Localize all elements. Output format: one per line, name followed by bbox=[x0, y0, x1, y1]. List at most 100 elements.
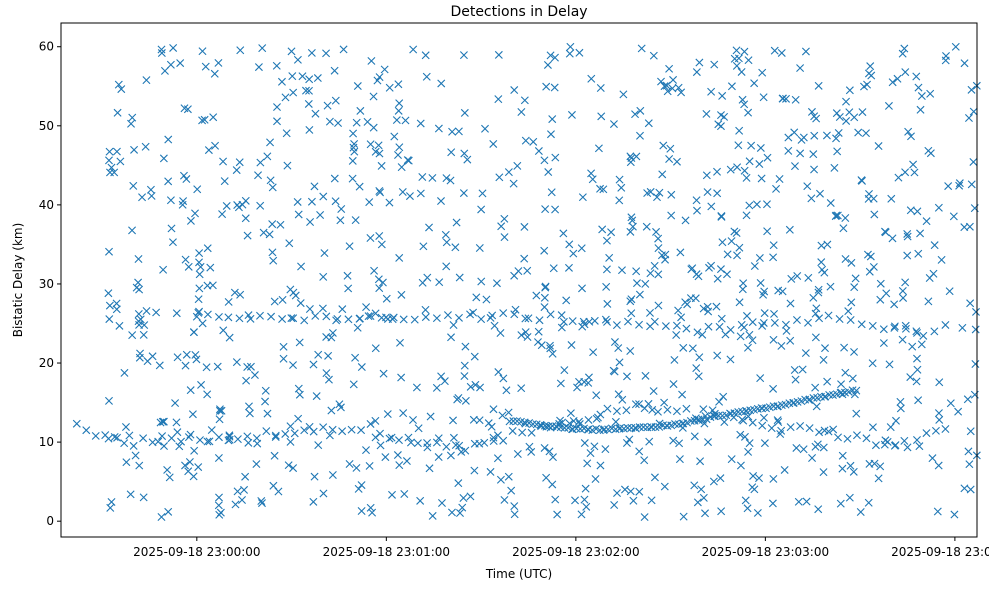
data-point bbox=[412, 383, 421, 392]
data-point bbox=[834, 128, 843, 137]
data-point bbox=[850, 347, 859, 356]
data-point bbox=[581, 484, 590, 493]
data-point bbox=[322, 312, 331, 321]
data-point bbox=[157, 49, 166, 58]
x-tick-label: 2025-09-18 23:04:00 bbox=[891, 545, 989, 559]
data-point bbox=[654, 270, 663, 279]
data-point bbox=[263, 409, 272, 418]
data-point bbox=[286, 437, 295, 446]
data-point bbox=[435, 278, 444, 287]
data-point bbox=[305, 125, 314, 134]
data-point bbox=[480, 438, 489, 447]
data-point bbox=[964, 447, 973, 456]
data-point bbox=[890, 300, 899, 309]
data-point bbox=[244, 402, 253, 411]
data-point bbox=[377, 240, 386, 249]
data-point bbox=[762, 200, 771, 209]
data-point bbox=[477, 205, 486, 214]
data-point bbox=[517, 384, 526, 393]
data-point bbox=[416, 119, 425, 128]
data-point bbox=[458, 503, 467, 512]
data-point bbox=[440, 377, 449, 386]
data-point bbox=[770, 309, 779, 318]
data-point bbox=[669, 380, 678, 389]
data-point bbox=[847, 258, 856, 267]
data-point bbox=[128, 331, 137, 340]
data-point bbox=[537, 422, 546, 431]
x-tick-label: 2025-09-18 23:02:00 bbox=[512, 545, 639, 559]
data-point bbox=[449, 433, 458, 442]
data-point bbox=[206, 263, 215, 272]
data-point bbox=[757, 174, 766, 183]
data-point bbox=[814, 288, 823, 297]
data-point bbox=[826, 282, 835, 291]
data-point bbox=[470, 439, 479, 448]
data-point bbox=[488, 311, 497, 320]
data-point bbox=[159, 265, 168, 274]
data-point bbox=[796, 422, 805, 430]
data-point bbox=[357, 363, 366, 372]
data-point bbox=[732, 61, 741, 70]
data-point bbox=[499, 374, 508, 383]
data-point bbox=[772, 184, 781, 193]
data-point bbox=[319, 489, 328, 498]
data-point bbox=[567, 110, 576, 119]
data-point bbox=[799, 133, 808, 142]
data-point bbox=[552, 423, 561, 432]
data-point bbox=[640, 513, 649, 522]
data-point bbox=[311, 109, 320, 118]
data-point bbox=[790, 366, 799, 375]
data-point bbox=[201, 62, 210, 71]
data-point bbox=[330, 174, 339, 183]
data-point bbox=[910, 168, 919, 177]
data-point bbox=[434, 124, 443, 133]
data-point bbox=[265, 230, 274, 239]
data-point bbox=[454, 127, 463, 136]
x-axis: 2025-09-18 23:00:00 2025-09-18 23:01:00 20… bbox=[133, 537, 989, 559]
data-point bbox=[602, 282, 611, 291]
data-point bbox=[219, 326, 228, 335]
data-point bbox=[758, 68, 767, 77]
data-point bbox=[924, 297, 933, 306]
data-point bbox=[441, 230, 450, 239]
data-point bbox=[451, 441, 460, 450]
data-point bbox=[380, 65, 389, 74]
data-point bbox=[635, 487, 644, 496]
data-point bbox=[623, 423, 632, 432]
data-point bbox=[791, 95, 800, 104]
data-point bbox=[312, 392, 321, 401]
data-point bbox=[357, 426, 366, 435]
data-point bbox=[935, 415, 944, 424]
data-point bbox=[839, 224, 848, 233]
data-point bbox=[152, 308, 161, 317]
data-point bbox=[374, 141, 383, 150]
data-point bbox=[768, 499, 777, 508]
data-point bbox=[459, 189, 468, 198]
data-point bbox=[903, 251, 912, 260]
data-point bbox=[128, 113, 137, 122]
data-point bbox=[504, 408, 513, 417]
data-point bbox=[273, 103, 281, 112]
data-point bbox=[556, 379, 565, 388]
data-point bbox=[268, 248, 277, 257]
data-point bbox=[243, 363, 252, 371]
data-point bbox=[494, 368, 503, 377]
data-point bbox=[520, 96, 529, 105]
data-point bbox=[416, 189, 425, 198]
data-point bbox=[890, 323, 899, 332]
data-point bbox=[310, 472, 319, 481]
data-point bbox=[287, 314, 296, 323]
data-point bbox=[736, 430, 745, 439]
data-point bbox=[490, 321, 499, 330]
data-point bbox=[215, 493, 223, 502]
data-point bbox=[215, 510, 224, 519]
data-point bbox=[903, 232, 912, 241]
data-point bbox=[232, 358, 241, 367]
data-point bbox=[966, 485, 975, 494]
data-point bbox=[627, 309, 636, 318]
data-point bbox=[509, 417, 518, 426]
data-point bbox=[874, 142, 883, 151]
data-point bbox=[348, 174, 357, 183]
data-point bbox=[598, 225, 607, 234]
data-point bbox=[965, 460, 974, 469]
